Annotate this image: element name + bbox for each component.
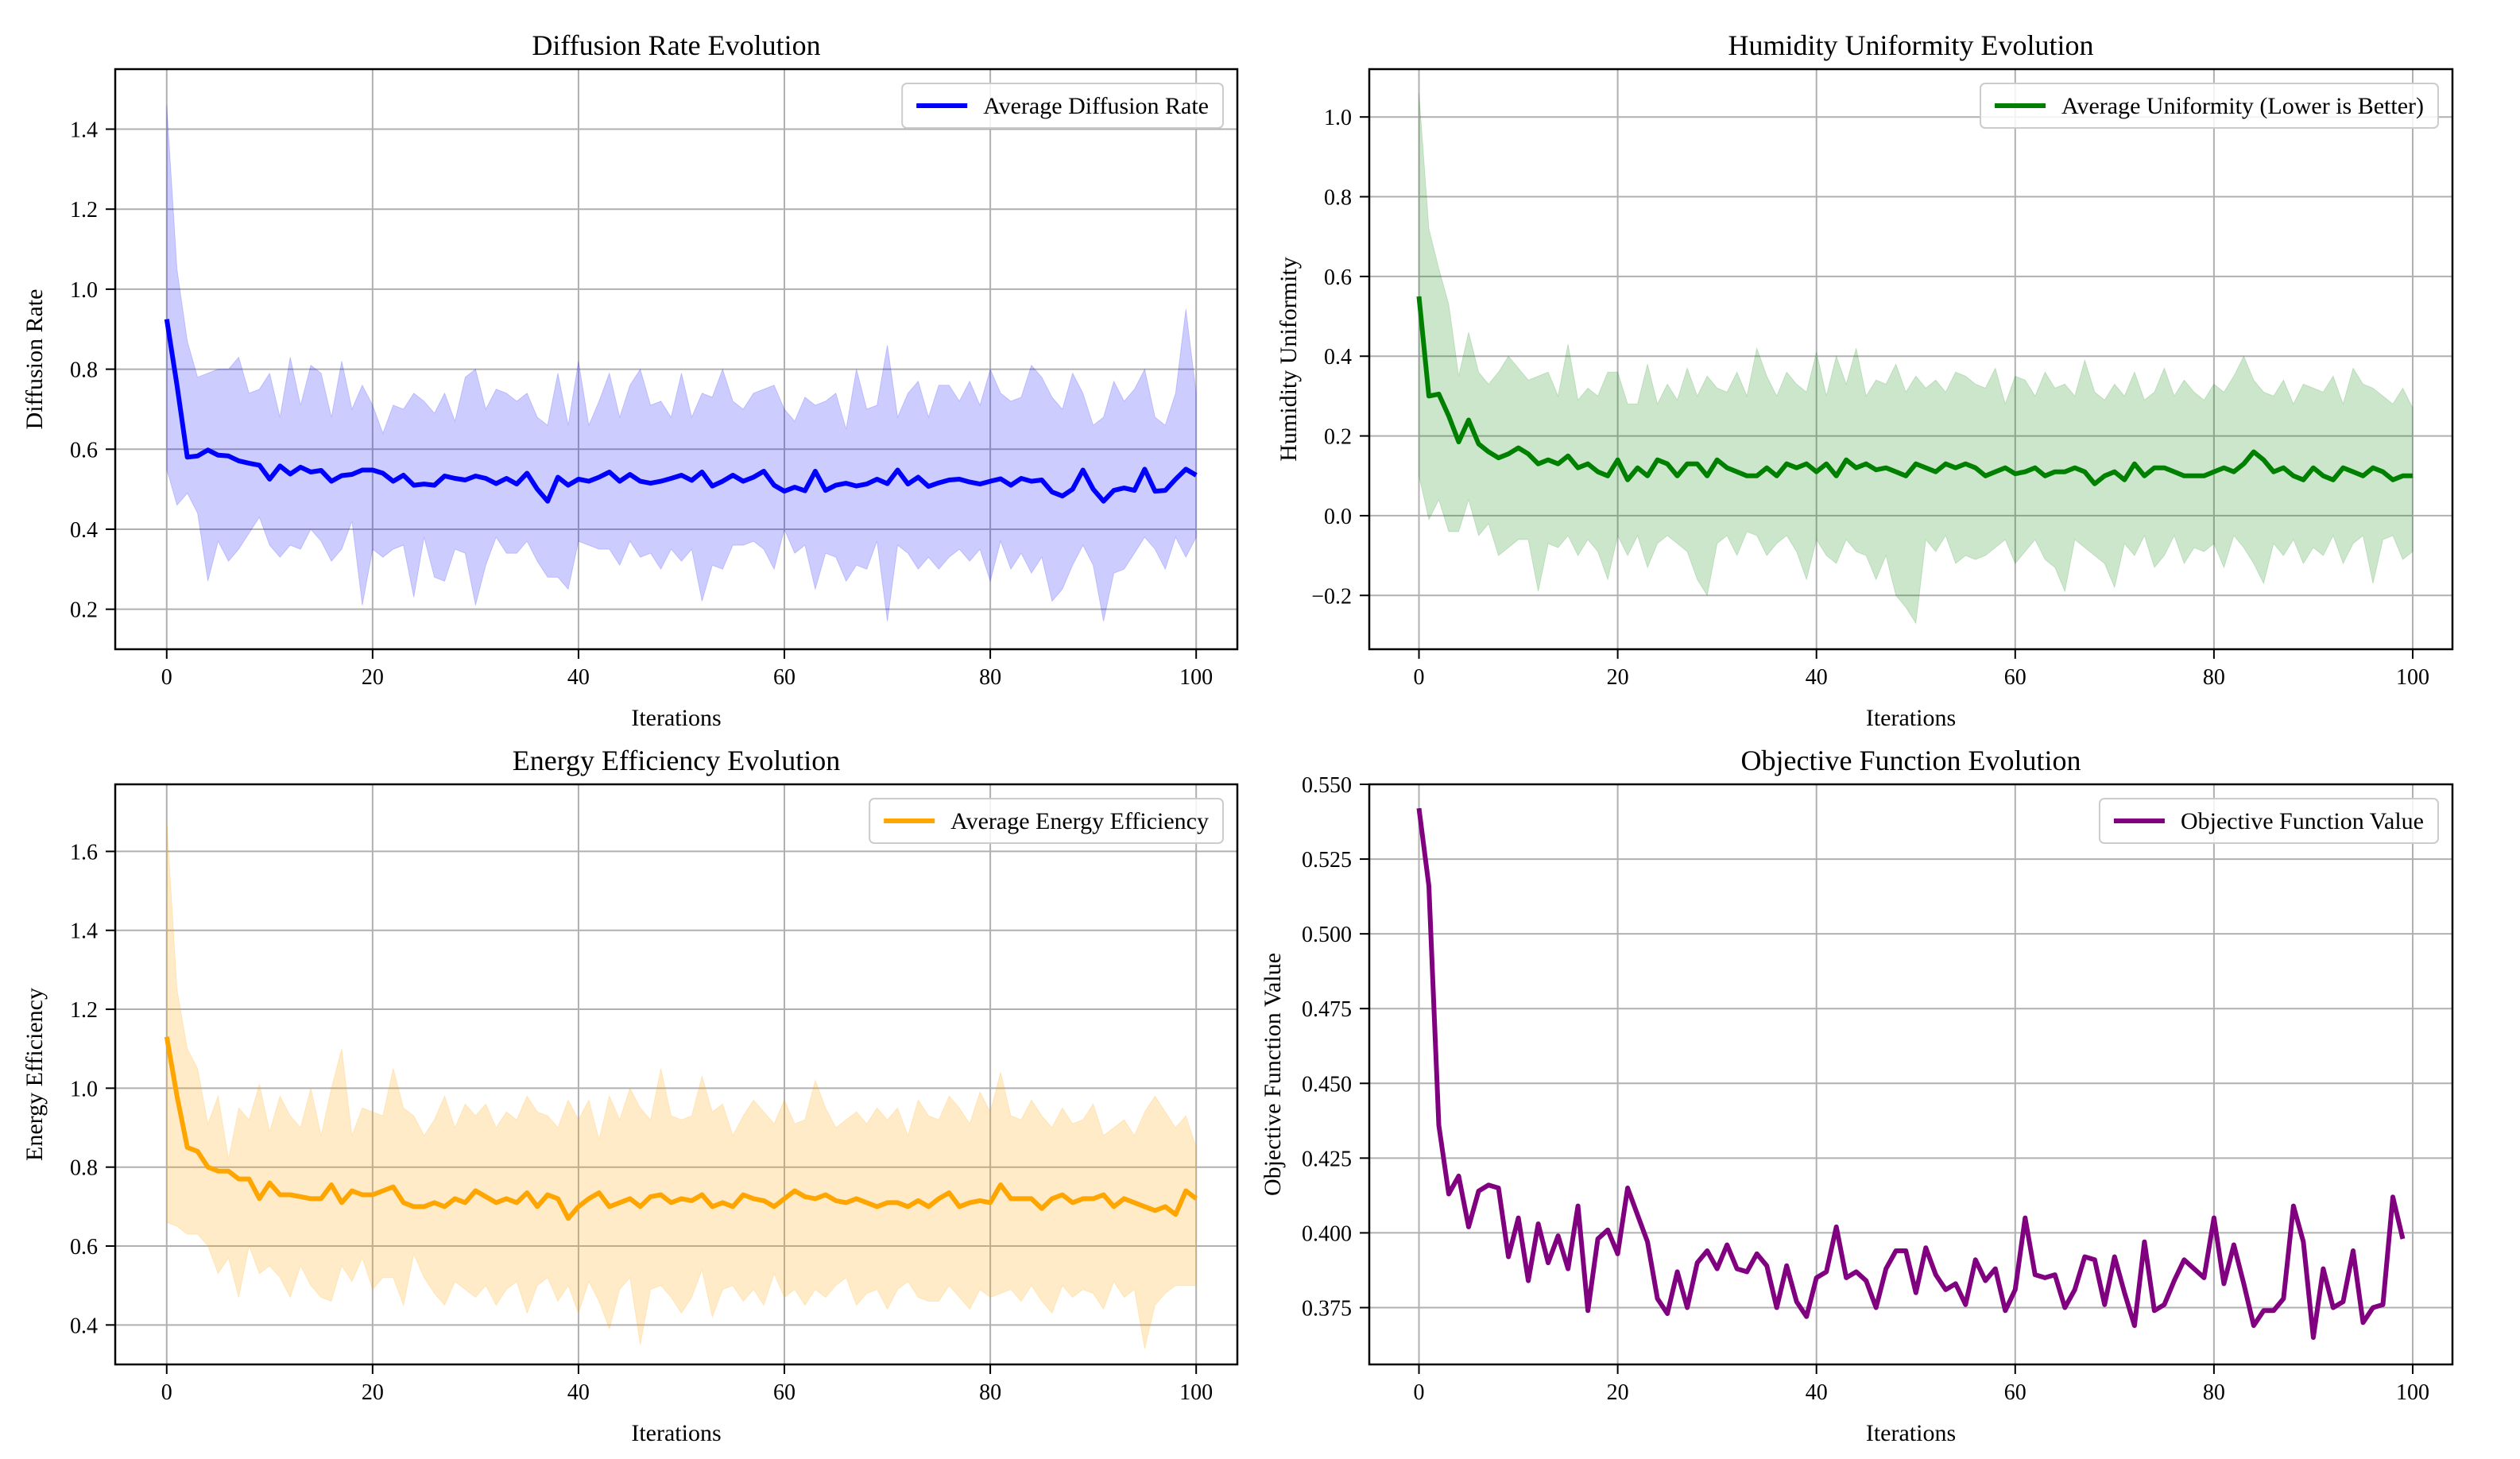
diffusion-legend-box — [901, 83, 1224, 129]
objective-series-line — [1416, 807, 2406, 1341]
diffusion-series-line — [164, 319, 1198, 504]
diffusion-plot-area — [164, 105, 1198, 621]
objective-xtick-label-3: 60 — [2004, 1380, 2026, 1405]
objective-title: Objective Function Evolution — [1741, 745, 2081, 776]
objective-legend-box — [2098, 798, 2439, 844]
diffusion-ytick-label-2: 0.6 — [70, 438, 98, 462]
energy-ytick-label-6: 1.6 — [70, 840, 98, 865]
humidity-series-line — [1416, 296, 2413, 486]
humidity-axes-frame — [1368, 68, 2454, 651]
diffusion-ytick-label-3: 0.8 — [70, 358, 98, 383]
energy-title: Energy Efficiency Evolution — [513, 745, 841, 776]
humidity-ytick-label-5: 0.8 — [1324, 186, 1352, 211]
energy-grid — [115, 784, 1237, 1364]
energy-ytick-label-0: 0.4 — [70, 1314, 98, 1338]
humidity-ytick-label-1: 0.0 — [1324, 505, 1352, 529]
objective-legend: Objective Function Value — [2098, 798, 2439, 844]
energy-xtick-label-0: 0 — [161, 1380, 172, 1405]
humidity-legend-label: Average Uniformity (Lower is Better) — [2061, 93, 2424, 119]
diffusion-xlabel: Iterations — [631, 705, 721, 731]
objective-xlabel: Iterations — [1866, 1420, 1956, 1446]
energy-xtick-label-1: 20 — [362, 1380, 384, 1405]
energy-series-line — [164, 1036, 1198, 1221]
energy-ytick-label-3: 1.0 — [70, 1077, 98, 1101]
energy-ytick-label-4: 1.2 — [70, 998, 98, 1023]
diffusion-legend-label: Average Diffusion Rate — [983, 93, 1209, 119]
objective-xtick-label-5: 100 — [2396, 1380, 2429, 1405]
energy-xtick-label-5: 100 — [1179, 1380, 1213, 1405]
diffusion-xtick-label-1: 20 — [362, 665, 384, 690]
diffusion-axes-frame — [114, 68, 1239, 651]
diffusion-title: Diffusion Rate Evolution — [532, 29, 820, 61]
objective-ylabel: Objective Function Value — [1260, 953, 1286, 1196]
energy-xlabel: Iterations — [631, 1420, 721, 1446]
energy-plot-area — [164, 819, 1198, 1349]
diffusion-ylabel: Diffusion Rate — [21, 289, 48, 430]
humidity-xtick-label-1: 20 — [1607, 665, 1629, 690]
energy-ylabel: Energy Efficiency — [21, 988, 48, 1161]
chart-diffusion: 0 20 40 60 80 100 0.2 0.4 0.6 0.8 1.0 1.2 1.4 Diffusi… — [21, 29, 1239, 731]
objective-ytick-label-6: 0.525 — [1302, 848, 1352, 873]
diffusion-ytick-label-5: 1.2 — [70, 198, 98, 223]
diffusion-ytick-label-4: 1.0 — [70, 278, 98, 303]
humidity-ytick-label-3: 0.4 — [1324, 345, 1352, 370]
objective-ytick-label-1: 0.400 — [1302, 1221, 1352, 1246]
humidity-ytick-label-6: 1.0 — [1324, 106, 1352, 130]
energy-legend-box — [869, 798, 1224, 844]
energy-legend-label: Average Energy Efficiency — [950, 808, 1209, 834]
energy-ytick-label-5: 1.4 — [70, 919, 98, 944]
humidity-xtick-label-5: 100 — [2396, 665, 2429, 690]
objective-ytick-label-4: 0.475 — [1302, 997, 1352, 1022]
humidity-ylabel: Humidity Uniformity — [1275, 257, 1302, 462]
diffusion-xtick-label-2: 40 — [567, 665, 590, 690]
diffusion-legend: Average Diffusion Rate — [901, 83, 1224, 129]
energy-ytick-label-1: 0.6 — [70, 1235, 98, 1260]
chart-objective: 0 20 40 60 80 100 0.375 0.400 0.425 0.450 0.475 0.5… — [1260, 745, 2454, 1446]
diffusion-xtick-label-0: 0 — [161, 665, 172, 690]
objective-xtick-label-1: 20 — [1607, 1380, 1629, 1405]
humidity-std-band — [1419, 93, 2414, 625]
objective-legend-label: Objective Function Value — [2181, 808, 2424, 834]
humidity-plot-area — [1416, 93, 2414, 625]
humidity-xtick-label-2: 40 — [1806, 665, 1828, 690]
objective-axes-frame — [1368, 783, 2454, 1366]
objective-plot-area — [1416, 807, 2406, 1341]
objective-xtick-label-0: 0 — [1414, 1380, 1425, 1405]
diffusion-xtick-label-3: 60 — [773, 665, 795, 690]
objective-xtick-label-4: 80 — [2203, 1380, 2225, 1405]
objective-ytick-label-5: 0.500 — [1302, 923, 1352, 947]
diffusion-ytick-label-0: 0.2 — [70, 598, 98, 623]
objective-xtick-label-2: 40 — [1806, 1380, 1828, 1405]
diffusion-std-band — [166, 105, 1197, 621]
energy-xtick-label-3: 60 — [773, 1380, 795, 1405]
objective-ytick-label-2: 0.425 — [1302, 1147, 1352, 1171]
humidity-ytick-label-2: 0.2 — [1324, 425, 1352, 450]
humidity-legend-box — [1980, 83, 2439, 129]
energy-ytick-label-2: 0.8 — [70, 1156, 98, 1181]
humidity-ytick-label-0: −0.2 — [1311, 584, 1352, 609]
humidity-xlabel: Iterations — [1866, 705, 1956, 731]
diffusion-xtick-label-4: 80 — [979, 665, 1001, 690]
diffusion-grid — [115, 69, 1237, 649]
energy-xtick-label-2: 40 — [567, 1380, 590, 1405]
humidity-ytick-label-4: 0.6 — [1324, 265, 1352, 290]
chart-humidity: 0 20 40 60 80 100 −0.2 0.0 0.2 0.4 0.6 0.8 1.0 Humidi… — [1275, 29, 2454, 731]
diffusion-ytick-label-1: 0.4 — [70, 518, 98, 543]
humidity-legend: Average Uniformity (Lower is Better) — [1980, 83, 2439, 129]
diffusion-ytick-label-6: 1.4 — [70, 118, 98, 143]
objective-ytick-label-3: 0.450 — [1302, 1072, 1352, 1097]
chart-energy: 0 20 40 60 80 100 0.4 0.6 0.8 1.0 1.2 1.4 1.6 Energy … — [21, 745, 1239, 1446]
energy-legend: Average Energy Efficiency — [869, 798, 1224, 844]
energy-xtick-label-4: 80 — [979, 1380, 1001, 1405]
humidity-xtick-label-0: 0 — [1414, 665, 1425, 690]
humidity-xtick-label-4: 80 — [2203, 665, 2225, 690]
diffusion-xtick-label-5: 100 — [1179, 665, 1213, 690]
energy-std-band — [166, 819, 1197, 1349]
humidity-xtick-label-3: 60 — [2004, 665, 2026, 690]
objective-ytick-label-0: 0.375 — [1302, 1297, 1352, 1322]
humidity-title: Humidity Uniformity Evolution — [1728, 29, 2094, 61]
objective-ytick-label-7: 0.550 — [1302, 773, 1352, 798]
energy-axes-frame — [114, 783, 1239, 1366]
